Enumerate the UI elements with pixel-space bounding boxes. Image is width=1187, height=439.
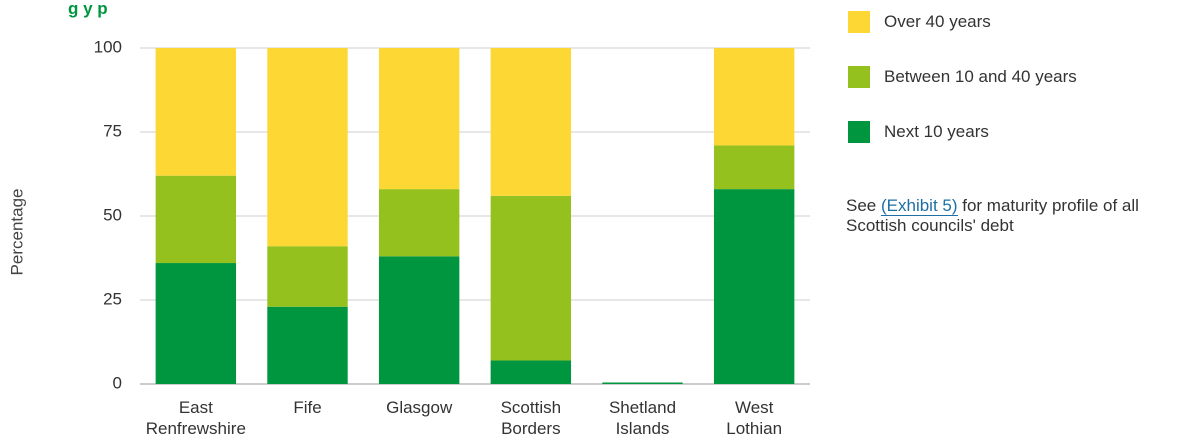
x-category-label: Fife: [293, 398, 321, 417]
bar-segment: [602, 382, 683, 384]
y-axis-label: Percentage: [7, 189, 26, 276]
y-tick-label: 100: [94, 37, 122, 56]
bar-segment: [490, 360, 572, 384]
bar-segment: [378, 48, 460, 190]
y-tick-label: 0: [113, 373, 122, 392]
x-category-label: Scottish Borders: [501, 398, 561, 438]
bar-segment: [490, 195, 572, 361]
x-category-label: West Lothian: [726, 398, 782, 438]
exhibit-note: See (Exhibit 5) for maturity profile of …: [846, 196, 1176, 236]
note-prefix: See: [846, 196, 881, 215]
chart-legend: Over 40 years Between 10 and 40 years Ne…: [848, 8, 1077, 173]
bar-segment: [378, 256, 460, 384]
legend-swatch: [848, 121, 870, 143]
legend-label: Between 10 and 40 years: [884, 67, 1077, 86]
y-tick-labels: 0 25 50 75 100: [94, 37, 122, 392]
bar-segment: [490, 48, 572, 196]
legend-item-over-40: Over 40 years: [848, 8, 1077, 36]
y-tick-label: 75: [103, 121, 122, 140]
y-tick-label: 50: [103, 205, 122, 224]
exhibit-5-link[interactable]: (Exhibit 5): [880, 196, 958, 216]
legend-item-between-10-40: Between 10 and 40 years: [848, 63, 1077, 91]
bar-segment: [267, 246, 348, 307]
bar-segment: [713, 189, 795, 384]
bar-segment: [155, 263, 237, 384]
bar-segment: [378, 189, 460, 257]
bars: [155, 48, 795, 384]
legend-item-next-10: Next 10 years: [848, 118, 1077, 146]
x-category-label: East Renfrewshire: [146, 398, 246, 438]
bar-segment: [267, 306, 348, 384]
legend-swatch: [848, 66, 870, 88]
legend-label: Next 10 years: [884, 122, 989, 141]
x-category-label: Shetland Islands: [609, 398, 676, 438]
legend-swatch: [848, 11, 870, 33]
x-category-label: Glasgow: [386, 398, 453, 417]
legend-label: Over 40 years: [884, 12, 991, 31]
bar-segment: [713, 145, 795, 190]
note-suffix: for maturity profile of all Scottish cou…: [846, 196, 1139, 235]
bar-segment: [713, 48, 795, 146]
gridlines: [140, 47, 810, 385]
x-category-labels: East Renfrewshire Fife Glasgow Scottish Borde…: [146, 398, 782, 438]
bar-segment: [267, 48, 348, 247]
bar-segment: [155, 175, 237, 264]
stacked-bar-chart: g y p 0 25 50 75 100 East Renfrewshire Fife Gla…: [7, 0, 810, 438]
chart-title-fragment: g y p: [68, 0, 108, 18]
y-tick-label: 25: [103, 289, 122, 308]
bar-segment: [155, 48, 237, 176]
